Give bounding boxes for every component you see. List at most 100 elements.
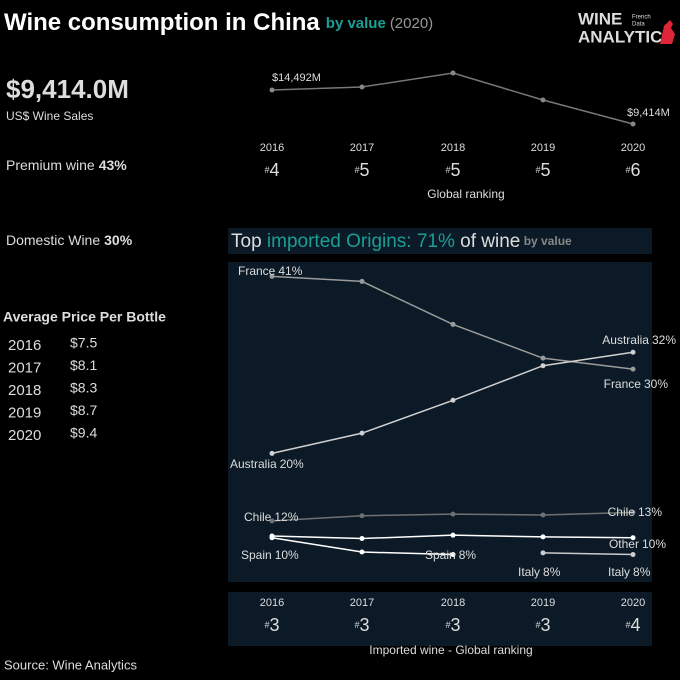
source: Source: Wine Analytics — [4, 657, 137, 672]
point — [359, 513, 365, 519]
value-label: 41% — [278, 264, 302, 278]
price-value: $8.1 — [70, 357, 97, 373]
data-label: Spain 10% — [241, 548, 299, 562]
series-name: Australia — [230, 457, 277, 471]
year-label: 2017 — [350, 597, 374, 609]
value-label: 12% — [274, 510, 298, 524]
panel — [228, 592, 652, 646]
rank-number: 4 — [631, 615, 641, 635]
rank-number: 3 — [541, 615, 551, 635]
rank-symbol: # — [625, 165, 630, 175]
kpi-label: Domestic Wine — [6, 232, 100, 248]
data-label: France 30% — [604, 377, 669, 391]
rank-number: 5 — [360, 160, 370, 180]
year-label: 2017 — [350, 142, 374, 154]
rank-number: 3 — [270, 615, 280, 635]
rank: #3 — [535, 615, 550, 635]
series-name: Australia — [602, 333, 649, 347]
year-label: 2020 — [621, 597, 645, 609]
kpi-label: US$ Wine Sales — [6, 109, 93, 123]
year-label: 2019 — [531, 597, 555, 609]
data-label: Italy 8% — [608, 565, 651, 579]
price-value: $7.5 — [70, 335, 97, 351]
title-line: Wine consumption in China by value (2020) — [4, 9, 433, 36]
kpi-value: 43% — [99, 157, 128, 173]
series-name: Chile — [244, 510, 272, 524]
point — [630, 121, 636, 127]
rank-number: 5 — [541, 160, 551, 180]
data-label: Italy 8% — [518, 565, 561, 579]
data-label: Chile 12% — [244, 510, 299, 524]
point — [630, 552, 636, 558]
series-name: France — [238, 264, 276, 278]
rank-number: 3 — [360, 615, 370, 635]
point — [359, 278, 365, 284]
logo: ANALYTICS — [578, 27, 674, 46]
title-part: by value — [520, 234, 572, 248]
line — [542, 552, 634, 556]
point — [540, 534, 546, 540]
panel — [228, 262, 652, 582]
rank: #5 — [445, 160, 460, 180]
point — [269, 450, 275, 456]
value-label: 8% — [543, 565, 561, 579]
price-year: 2020 — [8, 427, 41, 444]
price-year: 2019 — [8, 404, 41, 421]
data-label: Chile 13% — [608, 505, 663, 519]
kpi-label: Premium wine — [6, 157, 95, 173]
logo-icon — [660, 20, 675, 44]
rank: #4 — [264, 160, 279, 180]
series-name: Italy — [518, 565, 540, 579]
title-part: Top — [231, 231, 267, 252]
subtitle: by value — [326, 15, 386, 32]
value-label: 32% — [652, 333, 676, 347]
chart-title: Top imported Origins: 71% of wine by val… — [231, 231, 572, 252]
point — [359, 84, 365, 90]
series-name: Chile — [608, 505, 636, 519]
rank: #6 — [625, 160, 640, 180]
rank-symbol: # — [445, 165, 450, 175]
data-label: Other 10% — [609, 537, 666, 551]
point — [450, 552, 456, 558]
point — [450, 532, 456, 538]
rank-number: 4 — [270, 160, 280, 180]
rank-number: 5 — [451, 160, 461, 180]
point — [630, 366, 636, 372]
kpi-sales: $9,414.0M — [6, 74, 129, 104]
point — [540, 512, 546, 518]
data-label: Australia 32% — [602, 333, 676, 347]
rank-symbol: # — [264, 165, 269, 175]
value-label: 20% — [280, 457, 304, 471]
series-name: Italy — [608, 565, 630, 579]
series-name: Spain — [241, 548, 272, 562]
rank-symbol: # — [445, 620, 450, 630]
point — [269, 518, 275, 524]
point — [359, 549, 365, 555]
point — [630, 349, 636, 355]
rank-number: 6 — [631, 160, 641, 180]
value-label: 30% — [644, 377, 668, 391]
price-value: $9.4 — [70, 425, 97, 441]
price-value: $8.3 — [70, 380, 97, 396]
point — [630, 509, 636, 515]
point — [540, 97, 546, 103]
panel — [228, 228, 652, 254]
logo-tag: French — [632, 15, 651, 21]
point — [450, 511, 456, 517]
price-year: 2016 — [8, 337, 41, 354]
series-name: Spain — [425, 548, 456, 562]
rank-symbol: # — [354, 165, 359, 175]
rank: #3 — [445, 615, 460, 635]
value-label: 8% — [633, 565, 651, 579]
rank: #3 — [264, 615, 279, 635]
kpi-domestic: Domestic Wine 30% — [6, 232, 133, 248]
point — [540, 355, 546, 361]
data-label: $14,492M — [272, 72, 321, 84]
rank: #5 — [354, 160, 369, 180]
rank: #3 — [354, 615, 369, 635]
point — [359, 430, 365, 436]
rank-symbol: # — [625, 620, 630, 630]
price-value: $8.7 — [70, 402, 97, 418]
rank-symbol: # — [264, 620, 269, 630]
point — [269, 273, 275, 279]
